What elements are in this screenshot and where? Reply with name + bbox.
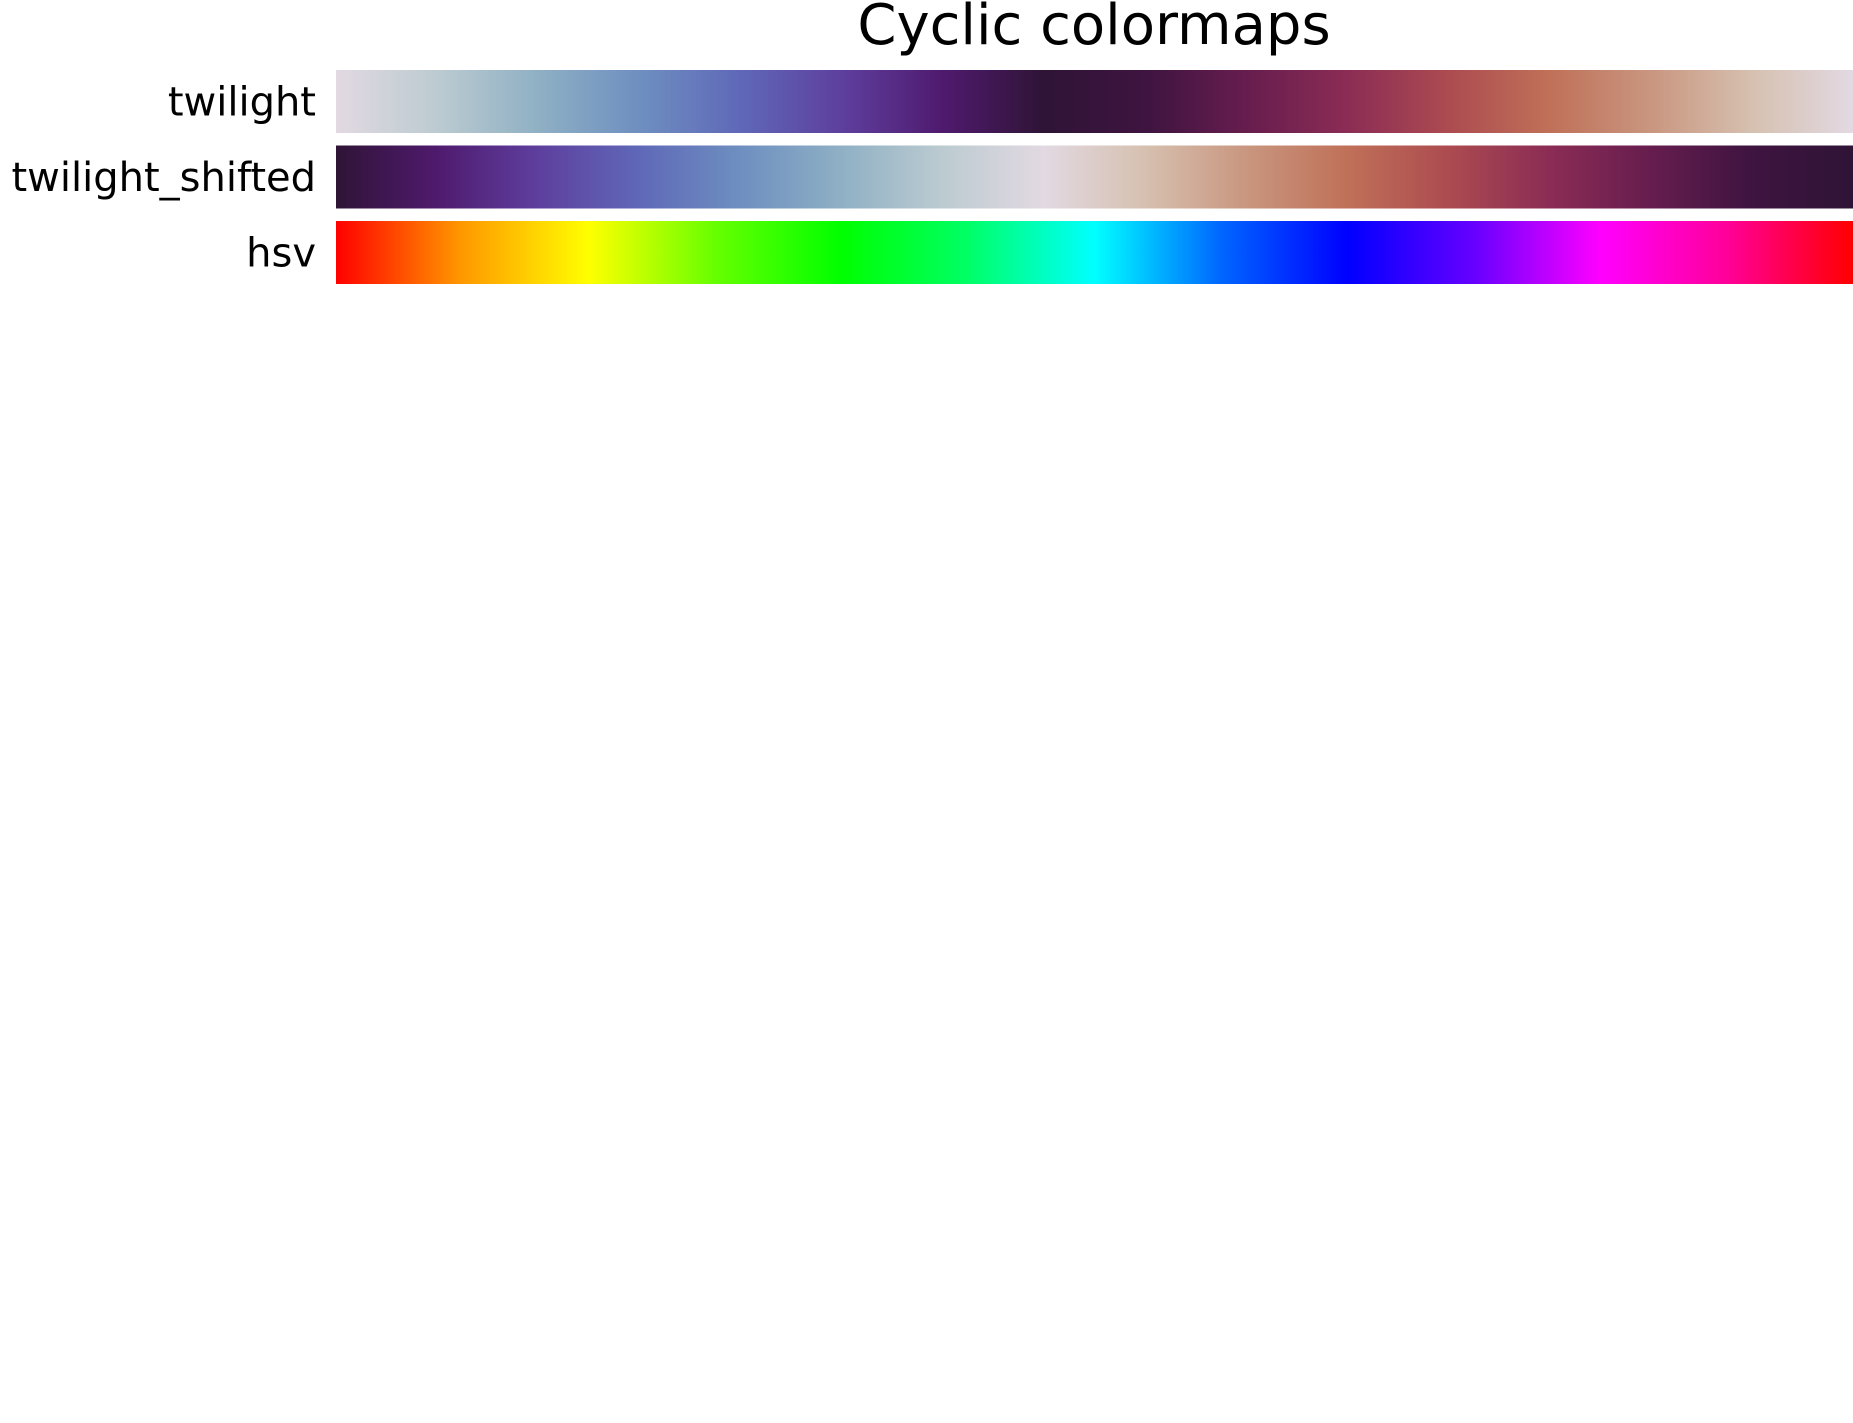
- colormap-label: hsv: [246, 231, 316, 277]
- colormap-label: twilight_shifted: [11, 155, 316, 201]
- colormap-row-twilight_shifted: twilight_shifted: [11, 145, 1853, 209]
- colormap-label: twilight: [168, 80, 316, 126]
- colormap-bar: [336, 221, 1853, 284]
- colormap-bar: [336, 145, 1853, 209]
- colormap-row-hsv: hsv: [246, 221, 1853, 284]
- chart-title: Cyclic colormaps: [857, 0, 1330, 58]
- colormap-row-twilight: twilight: [168, 70, 1853, 133]
- colormap-bar: [336, 70, 1853, 133]
